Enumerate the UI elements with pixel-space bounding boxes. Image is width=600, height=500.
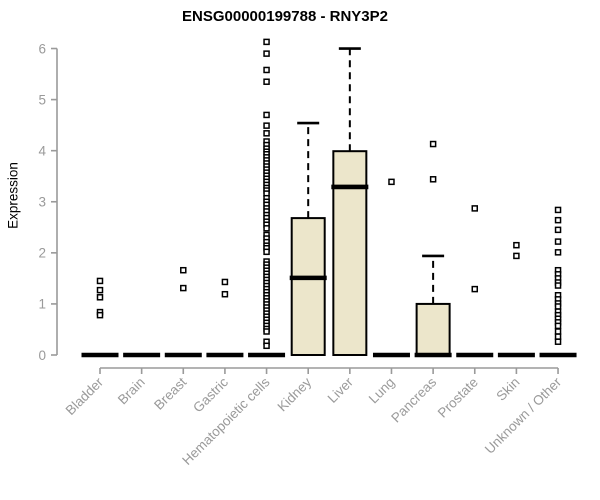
outlier-point bbox=[263, 78, 270, 85]
outlier-point bbox=[263, 248, 270, 256]
outlier-point bbox=[263, 66, 270, 74]
outlier-point bbox=[554, 206, 562, 214]
chart-title: ENSG00000199788 - RNY3P2 bbox=[182, 8, 388, 25]
outlier-point bbox=[554, 328, 562, 335]
outlier-point bbox=[554, 322, 562, 330]
x-tick-label: Brain bbox=[115, 375, 148, 408]
outlier-point bbox=[513, 252, 520, 260]
x-tick-label: Pancreas bbox=[388, 374, 439, 425]
x-tick-label: Bladder bbox=[63, 374, 107, 418]
outlier-point bbox=[221, 290, 229, 298]
outlier-point bbox=[263, 328, 270, 335]
outlier-point bbox=[471, 205, 479, 212]
box bbox=[332, 150, 368, 356]
outlier-point bbox=[554, 249, 562, 256]
outlier-point bbox=[263, 50, 270, 57]
outlier-point bbox=[221, 278, 229, 286]
x-tick-label: Skin bbox=[493, 375, 522, 404]
outlier-point bbox=[388, 178, 395, 186]
outlier-point bbox=[554, 238, 562, 245]
outlier-point bbox=[554, 216, 562, 224]
x-tick-label: Lung bbox=[366, 375, 398, 407]
outlier-point bbox=[96, 286, 104, 294]
outlier-point bbox=[180, 284, 187, 292]
outlier-point bbox=[554, 282, 562, 289]
outlier-point bbox=[180, 266, 187, 274]
box bbox=[290, 217, 326, 356]
outlier-point bbox=[263, 122, 270, 129]
outlier-point bbox=[554, 338, 562, 345]
y-tick-label: 0 bbox=[38, 348, 46, 363]
x-tick-label: Kidney bbox=[275, 374, 315, 414]
outlier-point bbox=[513, 241, 520, 249]
outlier-point bbox=[471, 285, 479, 293]
x-tick-label: Prostate bbox=[435, 375, 481, 421]
outlier-point bbox=[263, 38, 270, 46]
outlier-point bbox=[263, 342, 270, 350]
outlier-point bbox=[96, 277, 104, 285]
y-tick-label: 6 bbox=[38, 41, 46, 56]
x-tick-label: Breast bbox=[151, 374, 189, 412]
y-tick-label: 2 bbox=[38, 246, 46, 261]
outlier-point bbox=[96, 311, 104, 319]
outlier-point bbox=[554, 333, 562, 340]
y-tick-label: 3 bbox=[38, 195, 46, 210]
box bbox=[415, 302, 451, 357]
outlier-point bbox=[263, 130, 270, 137]
outlier-point bbox=[429, 176, 437, 183]
outlier-point bbox=[429, 140, 437, 148]
outlier-point bbox=[554, 303, 562, 310]
x-tick-label: Gastric bbox=[190, 374, 231, 415]
x-tick-label: Liver bbox=[325, 374, 357, 406]
x-tick-label: Unknown / Other bbox=[482, 374, 565, 457]
y-tick-label: 4 bbox=[38, 143, 46, 158]
outlier-point bbox=[554, 226, 562, 234]
y-tick-label: 1 bbox=[38, 297, 46, 312]
outlier-point bbox=[96, 294, 104, 301]
outlier-point bbox=[263, 111, 270, 119]
y-tick-label: 5 bbox=[38, 92, 46, 107]
outlier-point bbox=[263, 225, 270, 232]
